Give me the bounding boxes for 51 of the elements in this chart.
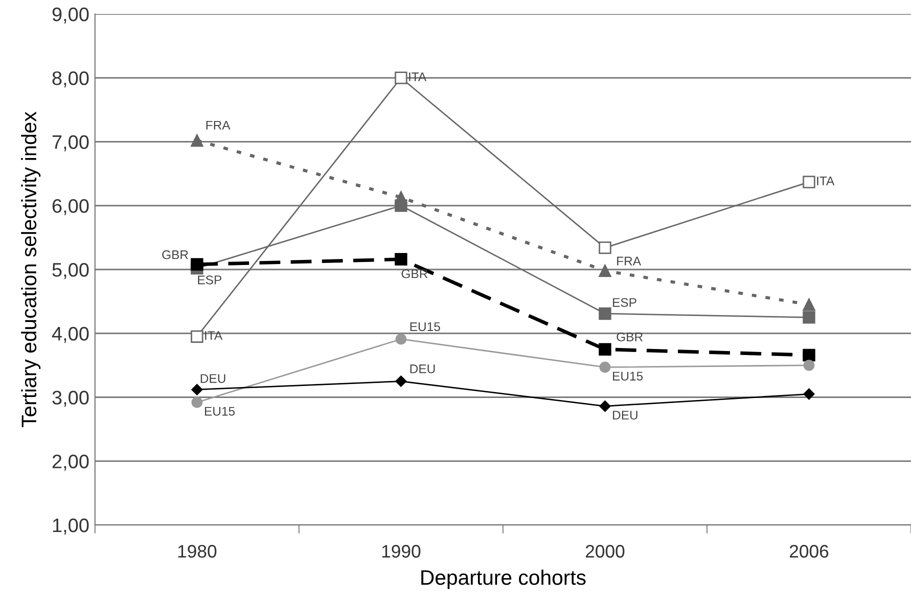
y-tick-label: 6,00 bbox=[52, 199, 89, 216]
y-tick-label: 7,00 bbox=[52, 135, 89, 152]
point bbox=[802, 176, 816, 188]
annotation: FRA bbox=[206, 120, 230, 130]
point bbox=[802, 348, 816, 362]
point bbox=[802, 311, 816, 324]
point bbox=[803, 360, 815, 371]
point bbox=[190, 330, 204, 343]
point bbox=[394, 199, 408, 212]
point bbox=[395, 376, 407, 387]
point bbox=[803, 388, 815, 400]
y-tick-label: 2,00 bbox=[52, 454, 89, 471]
y-tick-label: 9,00 bbox=[52, 7, 89, 24]
point bbox=[190, 134, 204, 147]
point bbox=[191, 396, 203, 408]
point bbox=[599, 400, 611, 412]
y-tick-label: 5,00 bbox=[52, 262, 89, 280]
point bbox=[191, 384, 203, 396]
point bbox=[395, 334, 407, 345]
point bbox=[599, 362, 611, 373]
annotation: EU15 bbox=[204, 406, 235, 416]
y-tick-label: 1,00 bbox=[53, 518, 89, 535]
point bbox=[802, 298, 816, 311]
x-tick-label: 2000 bbox=[586, 544, 624, 558]
point bbox=[190, 258, 204, 271]
annotation: GBR bbox=[616, 332, 643, 342]
annotation: DEU bbox=[410, 364, 435, 374]
point bbox=[598, 307, 612, 320]
annotation: GBR bbox=[162, 250, 188, 260]
y-axis-title: Tertiary education selectivity index bbox=[21, 112, 40, 428]
point bbox=[394, 253, 408, 266]
point bbox=[598, 242, 612, 254]
annotation: DEU bbox=[612, 410, 638, 420]
annotation: GBR bbox=[402, 269, 428, 278]
y-tick-label: 8,00 bbox=[52, 71, 89, 88]
annotation: FRA bbox=[617, 256, 642, 266]
x-tick-label: 2006 bbox=[790, 544, 828, 558]
annotation: EU15 bbox=[410, 322, 440, 332]
annotation: ITA bbox=[817, 176, 834, 186]
x-axis-title: Departure cohorts bbox=[421, 570, 586, 590]
y-tick-label: 4,00 bbox=[52, 326, 89, 343]
point bbox=[394, 72, 408, 84]
annotation: EU15 bbox=[612, 372, 643, 381]
x-tick-label: 1990 bbox=[382, 544, 420, 558]
annotation: ESP bbox=[198, 275, 222, 284]
point bbox=[598, 343, 612, 356]
point bbox=[598, 264, 612, 278]
annotation: DEU bbox=[200, 374, 226, 383]
x-tick-label: 1980 bbox=[178, 544, 216, 558]
y-tick-label: 3,00 bbox=[52, 390, 89, 407]
annotation: ESP bbox=[612, 298, 636, 307]
